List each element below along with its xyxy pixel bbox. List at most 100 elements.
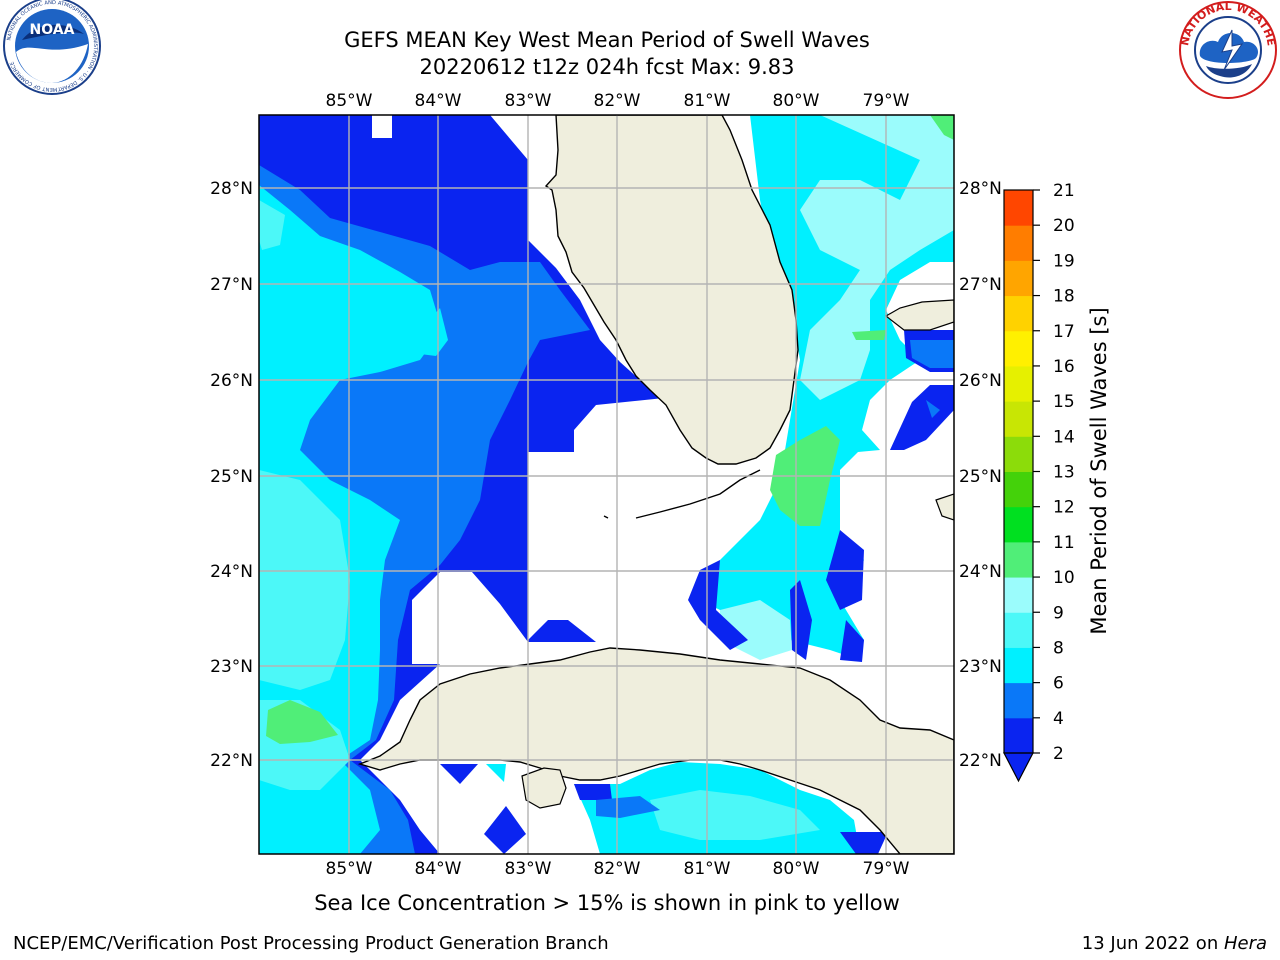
gulf-period-8-9-a — [259, 470, 350, 690]
atlantic-period-8-9 — [800, 115, 954, 400]
caribbean-period-2-4-c — [484, 806, 526, 854]
lon-label-top: 85°W — [326, 91, 373, 111]
atlantic-period-2-4-b — [826, 530, 864, 610]
colorbar-band — [1004, 471, 1033, 508]
footer-date: 13 Jun 2022 on Hera — [1082, 933, 1267, 954]
lon-label-top: 81°W — [684, 91, 731, 111]
lat-label-left: 28°N — [210, 179, 253, 199]
atlantic-period-9-10-a — [930, 115, 954, 140]
lat-labels: 28°N 27°N 26°N 25°N 24°N 23°N 22°N 28°N … — [210, 179, 1002, 771]
map-subtitle: 20220612 t12z 024h fcst Max: 9.83 — [419, 55, 795, 79]
lat-label-right: 23°N — [959, 657, 1002, 677]
colorbar-extend-arrow — [1003, 752, 1034, 783]
lat-label-left: 23°N — [210, 657, 253, 677]
colorbar-tick-label: 20 — [1053, 216, 1075, 236]
svg-text:NOAA: NOAA — [30, 22, 75, 38]
florida-land — [544, 115, 799, 465]
gulf-period-9-10 — [266, 700, 338, 744]
lat-label-right: 28°N — [959, 179, 1002, 199]
colorbar-tick-label: 4 — [1053, 709, 1064, 729]
colorbar-tick-label: 11 — [1053, 533, 1075, 553]
map-frame — [258, 114, 955, 855]
nws-logo: NATIONAL WEATHER SERVICE — [1176, 0, 1278, 99]
lat-label-right: 26°N — [959, 371, 1002, 391]
andros-land — [935, 493, 954, 521]
caribbean-period-6-8-b — [486, 764, 506, 782]
gulf-period-8-9-b — [259, 200, 285, 250]
caribbean-period-2-4-b — [840, 832, 888, 854]
lat-label-right: 27°N — [959, 275, 1002, 295]
colorbar-tick-label: 16 — [1053, 357, 1075, 377]
colorbar-band — [1004, 295, 1033, 332]
colorbar-tick-label: 14 — [1053, 427, 1075, 447]
cuba-land — [357, 647, 954, 854]
atlantic-period-4-6-a — [910, 340, 954, 368]
colorbar-tick-label: 15 — [1053, 392, 1075, 412]
atlantic-period-9-10-b — [852, 330, 886, 340]
colorbar-band — [1004, 260, 1033, 297]
colorbar-tick-label: 17 — [1053, 322, 1075, 342]
lon-label-bottom: 85°W — [326, 859, 373, 879]
colorbar-label: Mean Period of Swell Waves [s] — [1087, 307, 1111, 634]
colorbar-tick-label: 10 — [1053, 568, 1075, 588]
lat-label-right: 24°N — [959, 562, 1002, 582]
lon-labels: 85°W 84°W 83°W 82°W 81°W 80°W 79°W 85°W … — [326, 91, 910, 879]
florida-keys — [635, 469, 761, 519]
lat-label-left: 25°N — [210, 467, 253, 487]
colorbar-tick-label: 6 — [1053, 674, 1064, 694]
colorbar-tick-label: 21 — [1053, 181, 1075, 201]
colorbar-tick-label: 9 — [1053, 603, 1064, 623]
colorbar-band — [1004, 541, 1033, 578]
colorbar-band — [1004, 330, 1033, 367]
lat-label-left: 24°N — [210, 562, 253, 582]
colorbar-band — [1004, 365, 1033, 402]
colorbar: 2 4 6 8 9 10 11 12 13 14 15 16 17 18 19 20 21 — [1003, 181, 1075, 783]
colorbar-band — [1004, 682, 1033, 719]
atlantic-period-4-6-b — [926, 400, 940, 418]
colorbar-band — [1004, 401, 1033, 437]
colorbar-band — [1004, 612, 1033, 648]
gulf-period-6-8-b — [420, 308, 448, 356]
map-title: GEFS MEAN Key West Mean Period of Swell … — [344, 28, 870, 52]
lat-label-right: 22°N — [959, 751, 1002, 771]
colorbar-tick-label: 8 — [1053, 638, 1064, 658]
lon-label-top: 79°W — [863, 91, 910, 111]
footer-date-text: 13 Jun 2022 on — [1081, 933, 1224, 954]
bahamas-land — [884, 299, 954, 331]
caribbean-period-2-4-d — [440, 764, 478, 784]
noaa-logo: NOAA NATIONAL OCEANIC AND ATMOSPHERIC AD… — [3, 0, 101, 95]
lat-label-right: 25°N — [959, 467, 1002, 487]
atlantic-period-2-4-a — [688, 560, 748, 650]
map-plot-area — [259, 115, 954, 854]
lon-label-top: 83°W — [505, 91, 552, 111]
lat-label-left: 27°N — [210, 275, 253, 295]
colorbar-band — [1004, 506, 1033, 543]
sea-ice-note: Sea Ice Concentration > 15% is shown in … — [314, 891, 900, 915]
lon-label-bottom: 84°W — [415, 859, 462, 879]
lat-label-left: 26°N — [210, 371, 253, 391]
lon-label-bottom: 81°W — [684, 859, 731, 879]
atlantic-period-2-4-d — [840, 620, 864, 662]
colorbar-band — [1004, 577, 1033, 613]
graticule — [259, 115, 954, 854]
colorbar-tick-label: 13 — [1053, 463, 1075, 483]
lat-label-left: 22°N — [210, 751, 253, 771]
lon-label-bottom: 82°W — [594, 859, 641, 879]
colorbar-tick-label: 2 — [1053, 744, 1064, 764]
caribbean-period-8-9 — [650, 790, 820, 840]
colorbar-band — [1004, 190, 1033, 226]
caribbean-period-4-6 — [596, 796, 660, 818]
colorbar-tick-label: 18 — [1053, 287, 1075, 307]
caribbean-period-2-4-a — [574, 784, 612, 800]
lon-label-top: 84°W — [415, 91, 462, 111]
colorbar-tick-label: 12 — [1053, 498, 1075, 518]
lon-label-bottom: 80°W — [773, 859, 820, 879]
footer-credit: NCEP/EMC/Verification Post Processing Pr… — [13, 933, 609, 954]
lon-label-bottom: 79°W — [863, 859, 910, 879]
colorbar-band — [1004, 436, 1033, 472]
footer-host: Hera — [1223, 933, 1267, 954]
lon-label-bottom: 83°W — [505, 859, 552, 879]
dry-tortugas — [603, 515, 609, 519]
colorbar-band — [1004, 225, 1033, 261]
